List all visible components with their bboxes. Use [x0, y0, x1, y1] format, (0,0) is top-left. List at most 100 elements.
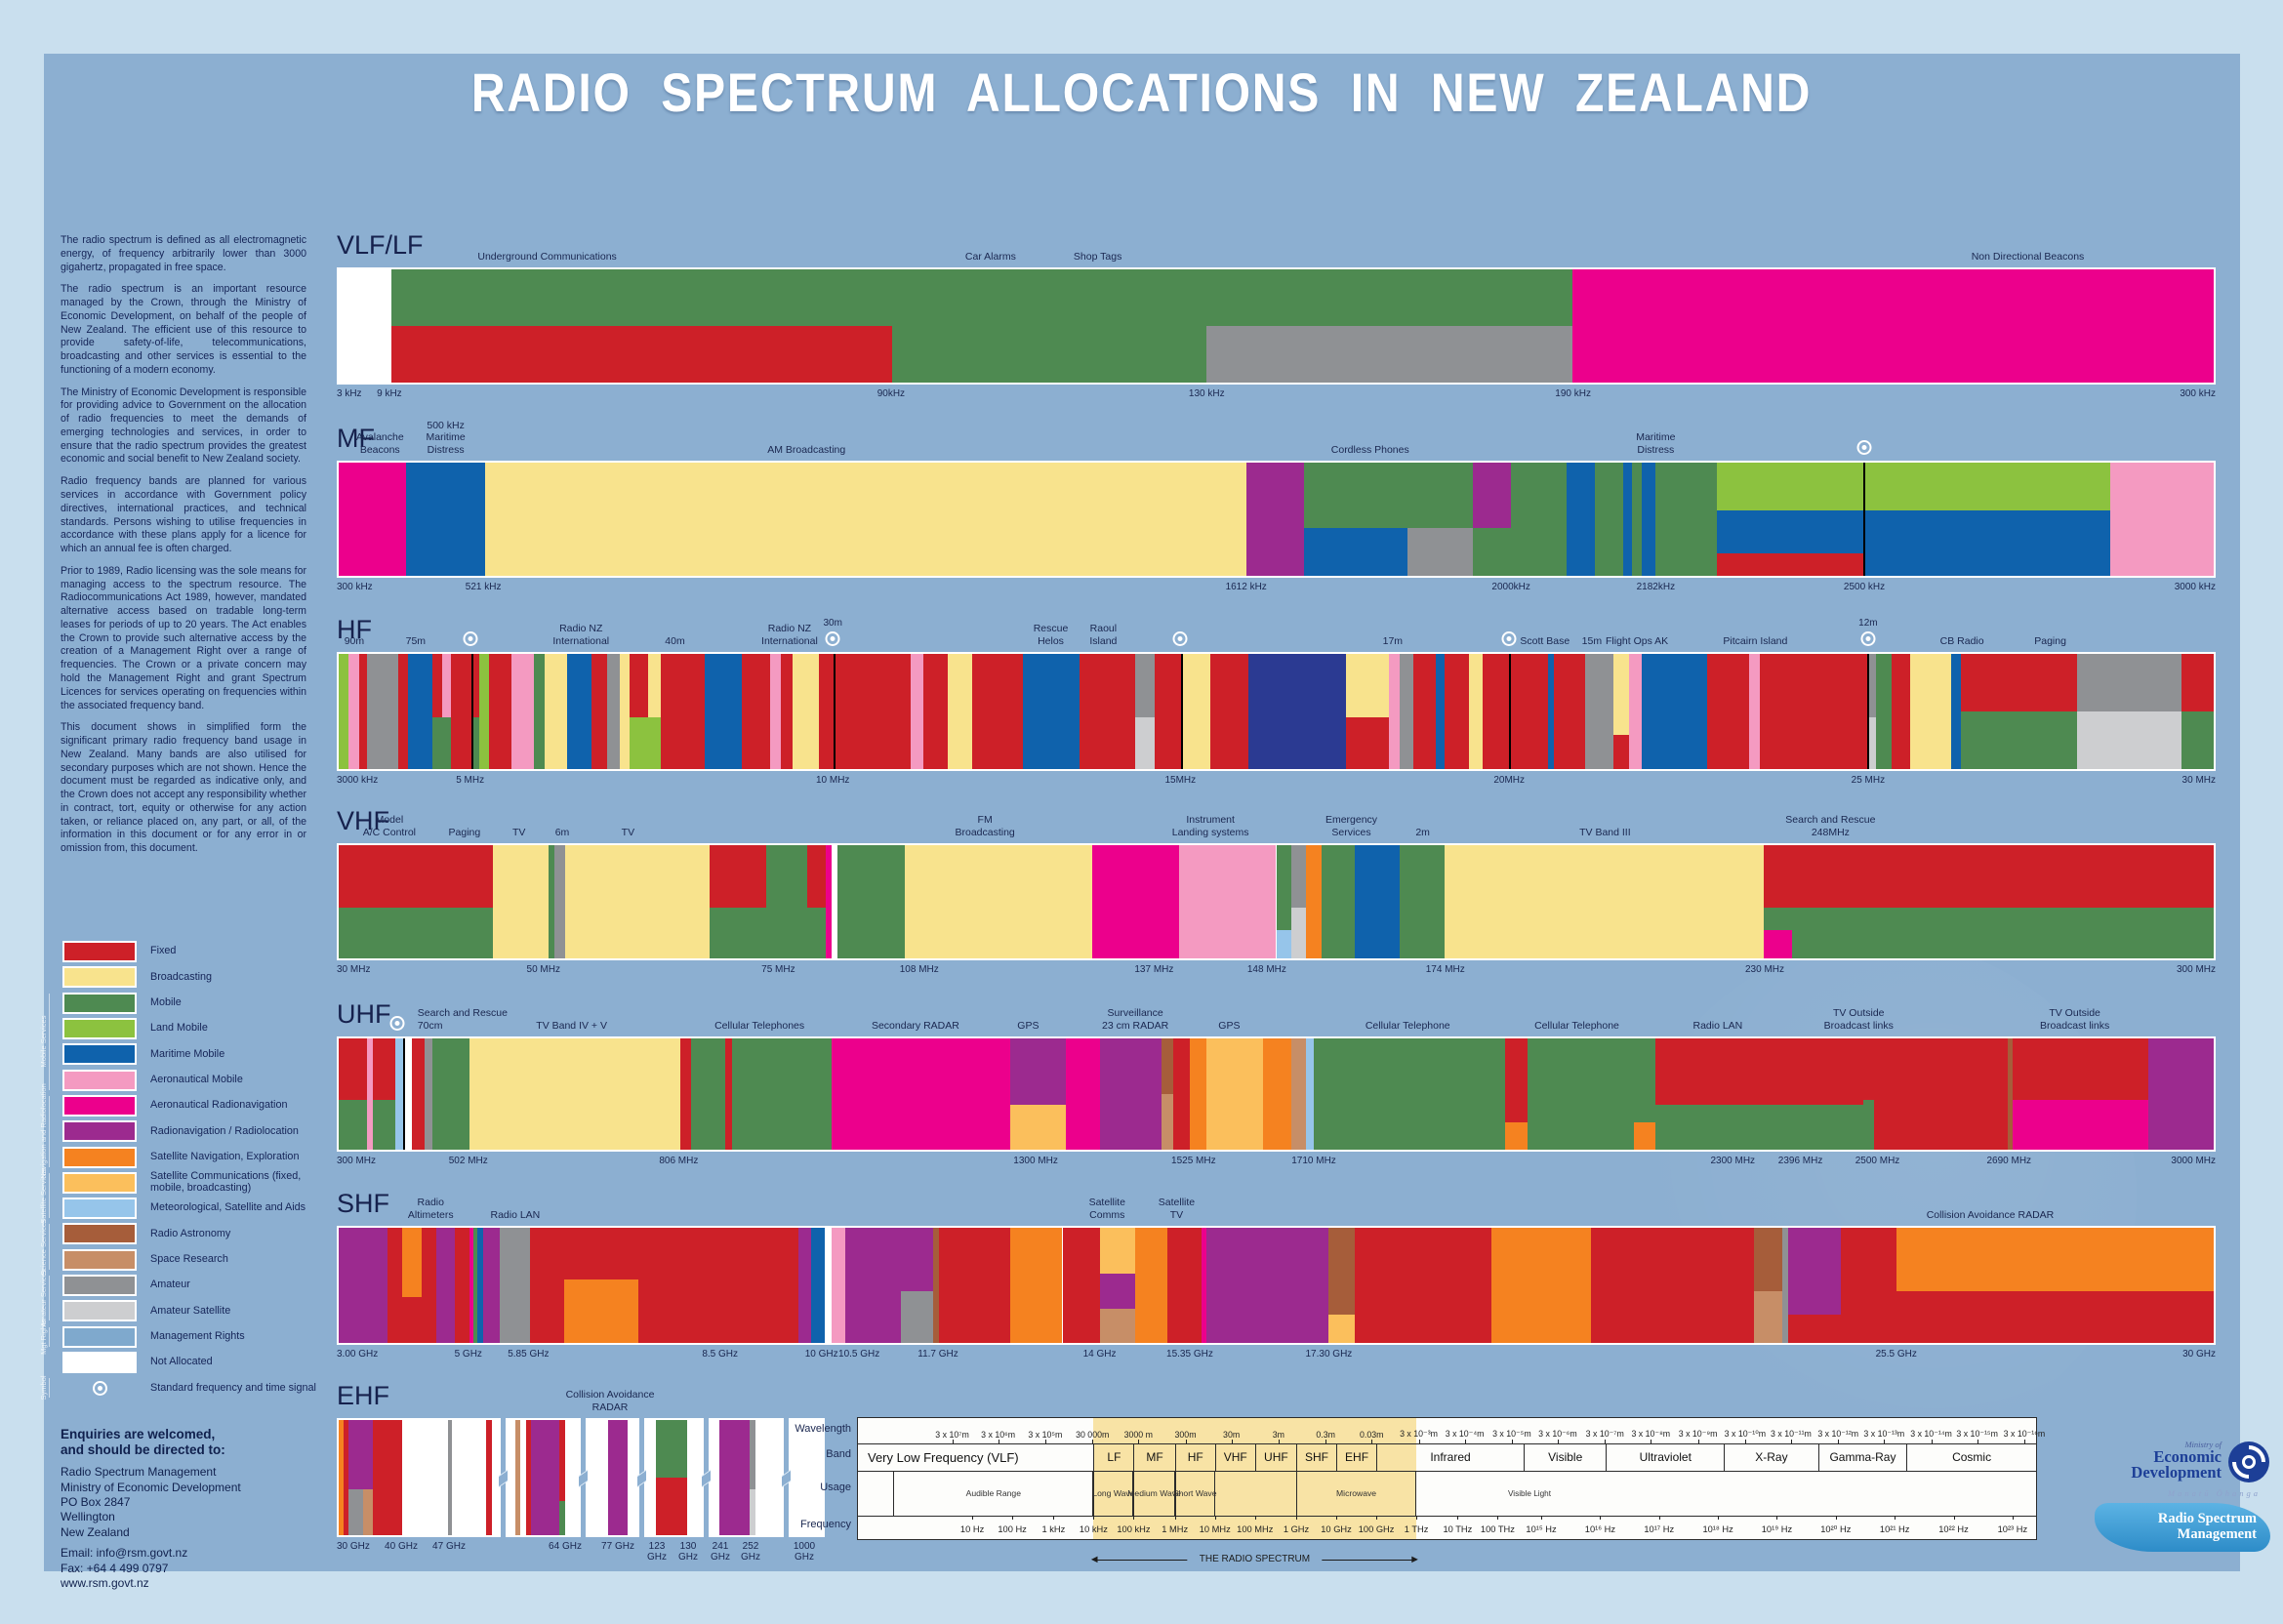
allocation-mobile [1321, 845, 1356, 958]
band-annotation: 6m [554, 826, 570, 838]
em-band-cell: VHF [1214, 1443, 1255, 1471]
band-annotation: Radio NZ International [552, 623, 610, 647]
band-annotation: Paging [448, 826, 481, 838]
frequency-tick [1895, 1516, 1896, 1520]
spectrum-segment [1862, 1038, 1875, 1150]
radio-spectrum-arrow: ◄ ► THE RADIO SPECTRUM [857, 1552, 2037, 1569]
allocation-notAllocated [403, 1038, 412, 1150]
spectrum-segment [807, 845, 827, 958]
frequency-label: 1 kHz [1041, 1524, 1066, 1534]
spectrum-segment [836, 845, 906, 958]
spectrum-segment [1099, 1038, 1162, 1150]
em-band-cell: EHF [1336, 1443, 1376, 1471]
allocation-radionav [347, 1420, 363, 1489]
allocation-fixed [1707, 654, 1749, 769]
legend-item-label: Meteorological, Satellite and Aids [150, 1201, 306, 1214]
em-band-cell: Gamma-Ray [1817, 1443, 1907, 1471]
band-annotation: Radio LAN [490, 1208, 541, 1221]
em-table-row: Audible Range Long Wave Medium Wave Short W… [858, 1471, 2036, 1517]
legend-group-bracket: Science Services [39, 1219, 60, 1275]
allocation-broadcasting [948, 654, 973, 769]
wavelength-label: 3 x 10⁻¹²m [1817, 1429, 1859, 1439]
em-band-cell: Cosmic [1906, 1443, 2036, 1471]
allocation-mobile [549, 845, 554, 958]
frequency-label: 10 GHz [1321, 1524, 1352, 1534]
tick-label: 64 GHz [549, 1541, 582, 1552]
scale-break [501, 1418, 507, 1537]
spectrum-segment [679, 1038, 692, 1150]
arrow-right-icon: ► [1409, 1554, 1420, 1565]
legend-item-label: Space Research [150, 1253, 228, 1266]
tick-label: 15.35 GHz [1166, 1349, 1213, 1360]
band-annotation: Paging [2034, 634, 2066, 647]
arrow-left-icon: ◄ [1088, 1554, 1100, 1565]
allocation-fixed [742, 654, 770, 769]
allocation-satComms [1206, 1038, 1264, 1150]
spectrum-segment [1527, 1038, 1635, 1150]
spectrum-segment [347, 654, 360, 769]
spectrum-segment [1206, 1038, 1264, 1150]
allocation-radionav [1245, 463, 1305, 576]
contact-website: www.rsm.govt.nz [61, 1575, 149, 1590]
allocation-fixed [339, 845, 493, 908]
em-band-cell: X-Ray [1724, 1443, 1818, 1471]
legend-item: Mobile [37, 991, 330, 1016]
allocation-broadcasting [792, 654, 819, 769]
band-annotation: Non Directional Beacons [1971, 250, 2085, 263]
spectrum-segment [656, 1420, 688, 1535]
spectrum-segment [1400, 654, 1413, 769]
tick-label: 123 GHz [647, 1541, 667, 1563]
allocation-fixed [359, 654, 367, 769]
spectrum-segment [834, 654, 911, 769]
spectrum-segment [339, 1038, 367, 1150]
frequency-tick [1376, 1516, 1378, 1520]
allocation-fixed [1840, 1228, 1897, 1343]
band-annotation: Shop Tags [1073, 250, 1122, 263]
allocation-amateur [366, 654, 399, 769]
spectrum-segment [972, 654, 1024, 769]
allocation-aeroMobile [441, 654, 452, 717]
allocation-satNav [1306, 845, 1322, 958]
standard-frequency-line [403, 1038, 406, 1150]
legend-item: Amateur Satellite [37, 1298, 330, 1323]
allocation-fixed [488, 654, 511, 769]
frequency-label: 10¹⁶ Hz [1584, 1524, 1616, 1534]
em-usage-cell: Medium Wave [1127, 1471, 1181, 1516]
allocation-aeroRadionav [469, 1228, 474, 1343]
tick-label: 137 MHz [1134, 964, 1174, 975]
band-annotation: TV Band III [1579, 826, 1631, 838]
frequency-tick [1541, 1516, 1543, 1520]
em-spectrum-table: 3 x 10⁷m 3 x 10⁶m 3 x 10⁵m 30 000m 3000 m 300… [857, 1417, 2045, 1540]
band-label: MF [337, 424, 375, 453]
allocation-broadcasting [469, 1038, 680, 1150]
legend-swatch [62, 1300, 137, 1322]
band-annotation: Radio Altimeters [407, 1197, 454, 1221]
allocation-radioAstronomy [932, 1228, 939, 1343]
intro-paragraph: The Ministry of Economic Development is … [61, 386, 306, 466]
allocation-fixed [1960, 654, 2077, 711]
spectrum-segment [567, 654, 592, 769]
wavelength-tick [1418, 1440, 1420, 1443]
legend-swatch [62, 1198, 137, 1220]
radio-spectrum-highlight [1093, 1418, 1417, 1539]
allocation-amateurSat [1866, 716, 1877, 769]
allocation-amateur [1585, 654, 1614, 769]
spectrum-segment [1504, 1038, 1528, 1150]
allocation-maritimeMobile [1862, 509, 2111, 576]
em-usage-cell: Long Wave [1092, 1471, 1134, 1516]
allocation-broadcasting [620, 654, 630, 769]
spectrum-segment [1345, 654, 1389, 769]
allocation-fixed [1445, 654, 1470, 769]
spectrum-segment [1585, 654, 1614, 769]
spectrum-segment [1306, 845, 1322, 958]
band-annotation: GPS [1017, 1019, 1040, 1032]
tick-label: 11.7 GHz [917, 1349, 958, 1360]
wavelength-tick [952, 1440, 954, 1443]
band-hf: HF 90m 75m Radio NZ International 40m Radio N… [337, 615, 2216, 786]
allocation-aeroRadionav [2013, 1099, 2148, 1150]
legend-group-bracket: Symbol [39, 1376, 60, 1401]
rsm-logo: Radio Spectrum Management [2095, 1503, 2270, 1553]
allocation-amateurSat [1135, 716, 1155, 769]
band-label: HF [337, 615, 372, 644]
allocation-maritimeMobile [811, 1228, 825, 1343]
